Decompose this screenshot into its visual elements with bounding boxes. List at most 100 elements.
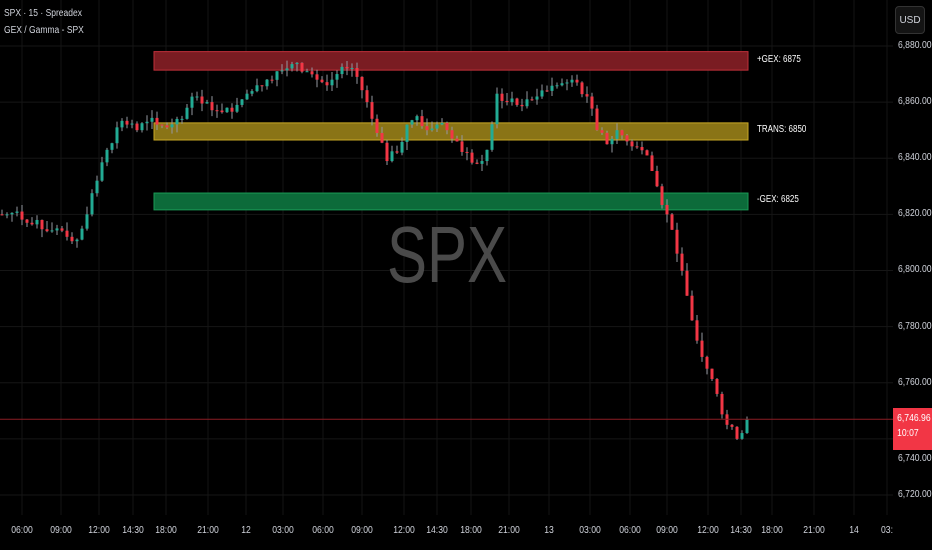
symbol-legend[interactable]: SPX · 15 · Spreadex <box>4 8 82 19</box>
candle-body <box>15 211 19 213</box>
candle-body <box>0 214 4 216</box>
x-axis-tick: 21:00 <box>498 524 520 536</box>
candle-body <box>385 142 389 162</box>
candle-body <box>450 130 454 139</box>
candle-body <box>180 118 184 120</box>
candle-body <box>345 66 349 69</box>
candle-body <box>705 356 709 369</box>
x-axis-tick: 21:00 <box>197 524 219 536</box>
x-axis-tick: 14:30 <box>122 524 144 536</box>
candle-body <box>425 126 429 131</box>
candle-body <box>10 212 14 215</box>
candle-body <box>505 100 509 103</box>
candle-body <box>510 98 514 103</box>
candle-body <box>525 99 529 107</box>
candle-body <box>280 70 284 72</box>
candle-body <box>660 186 664 205</box>
currency-button[interactable]: USD <box>895 6 925 34</box>
candle-body <box>215 110 219 112</box>
candle-body <box>650 155 654 172</box>
candle-body <box>60 228 64 231</box>
candle-body <box>410 120 414 125</box>
candle-body <box>570 79 574 83</box>
candle-body <box>205 102 209 104</box>
candle-body <box>700 340 704 357</box>
x-axis-tick: 18:00 <box>761 524 783 536</box>
y-axis-tick: 6,800.00 <box>898 263 932 276</box>
candle-body <box>375 118 379 133</box>
x-axis-tick: 12 <box>241 524 251 536</box>
candle-body <box>150 117 154 122</box>
candle-body <box>685 270 689 296</box>
candle-body <box>480 161 484 164</box>
candle-body <box>330 79 334 86</box>
x-axis-tick: 06:00 <box>11 524 33 536</box>
x-axis-tick: 12:00 <box>697 524 719 536</box>
candle-body <box>495 93 499 125</box>
candle-body <box>435 124 439 129</box>
candle-body <box>600 130 604 133</box>
candle-body <box>65 230 69 237</box>
candle-body <box>320 79 324 83</box>
candle-body <box>745 419 749 434</box>
candle-body <box>110 143 114 150</box>
candle-body <box>135 123 139 131</box>
candle-body <box>55 228 59 231</box>
candle-body <box>130 123 134 125</box>
x-axis-tick: 03: <box>881 524 893 536</box>
candle-body <box>50 230 54 232</box>
candle-body <box>285 68 289 71</box>
candle-body <box>445 122 449 131</box>
candle-body <box>540 90 544 97</box>
gex-zone-label: -GEX: 6825 <box>757 194 799 206</box>
last-price-label: 6,746.96 10:07 <box>893 408 932 450</box>
gex-zone-label: +GEX: 6875 <box>757 53 801 65</box>
x-axis-tick: 12:00 <box>88 524 110 536</box>
candle-body <box>565 82 569 84</box>
candle-body <box>610 138 614 145</box>
y-axis-tick: 6,880.00 <box>898 39 932 51</box>
candle-body <box>225 107 229 113</box>
x-axis-tick: 18:00 <box>155 524 177 536</box>
candle-body <box>35 219 39 225</box>
candle-body <box>475 162 479 164</box>
candle-body <box>95 180 99 194</box>
candle-body <box>265 79 269 87</box>
candle-body <box>635 146 639 148</box>
candle-body <box>440 122 444 125</box>
candle-body <box>415 116 419 121</box>
candle-body <box>25 219 29 223</box>
indicator-legend[interactable]: GEX / Gamma - SPX <box>4 25 84 36</box>
candle-body <box>200 96 204 104</box>
candle-body <box>485 149 489 162</box>
x-axis-tick: 09:00 <box>351 524 373 536</box>
candle-body <box>175 118 179 125</box>
candle-body <box>620 130 624 136</box>
x-axis-tick: 13 <box>544 524 554 536</box>
candle-body <box>5 214 9 216</box>
candle-body <box>75 239 79 242</box>
candle-body <box>310 71 314 75</box>
candle-body <box>675 229 679 254</box>
gex-zone <box>153 51 749 71</box>
x-axis-tick: 14 <box>849 524 859 536</box>
candle-body <box>520 104 524 107</box>
candle-body <box>710 368 714 379</box>
candle-body <box>155 117 159 125</box>
candle-body <box>120 120 124 128</box>
candle-body <box>605 132 609 145</box>
candle-body <box>465 151 469 153</box>
y-axis-tick: 6,720.00 <box>898 487 932 500</box>
candle-body <box>20 211 24 220</box>
candle-body <box>355 68 359 77</box>
candle-body <box>530 99 534 101</box>
candle-body <box>400 141 404 153</box>
candle-body <box>720 393 724 415</box>
y-axis-tick: 6,860.00 <box>898 95 932 108</box>
x-axis-tick: 09:00 <box>50 524 72 536</box>
y-axis-tick: 6,780.00 <box>898 319 932 332</box>
candle-body <box>220 110 224 113</box>
candle-body <box>470 152 474 163</box>
candle-body <box>365 90 369 103</box>
